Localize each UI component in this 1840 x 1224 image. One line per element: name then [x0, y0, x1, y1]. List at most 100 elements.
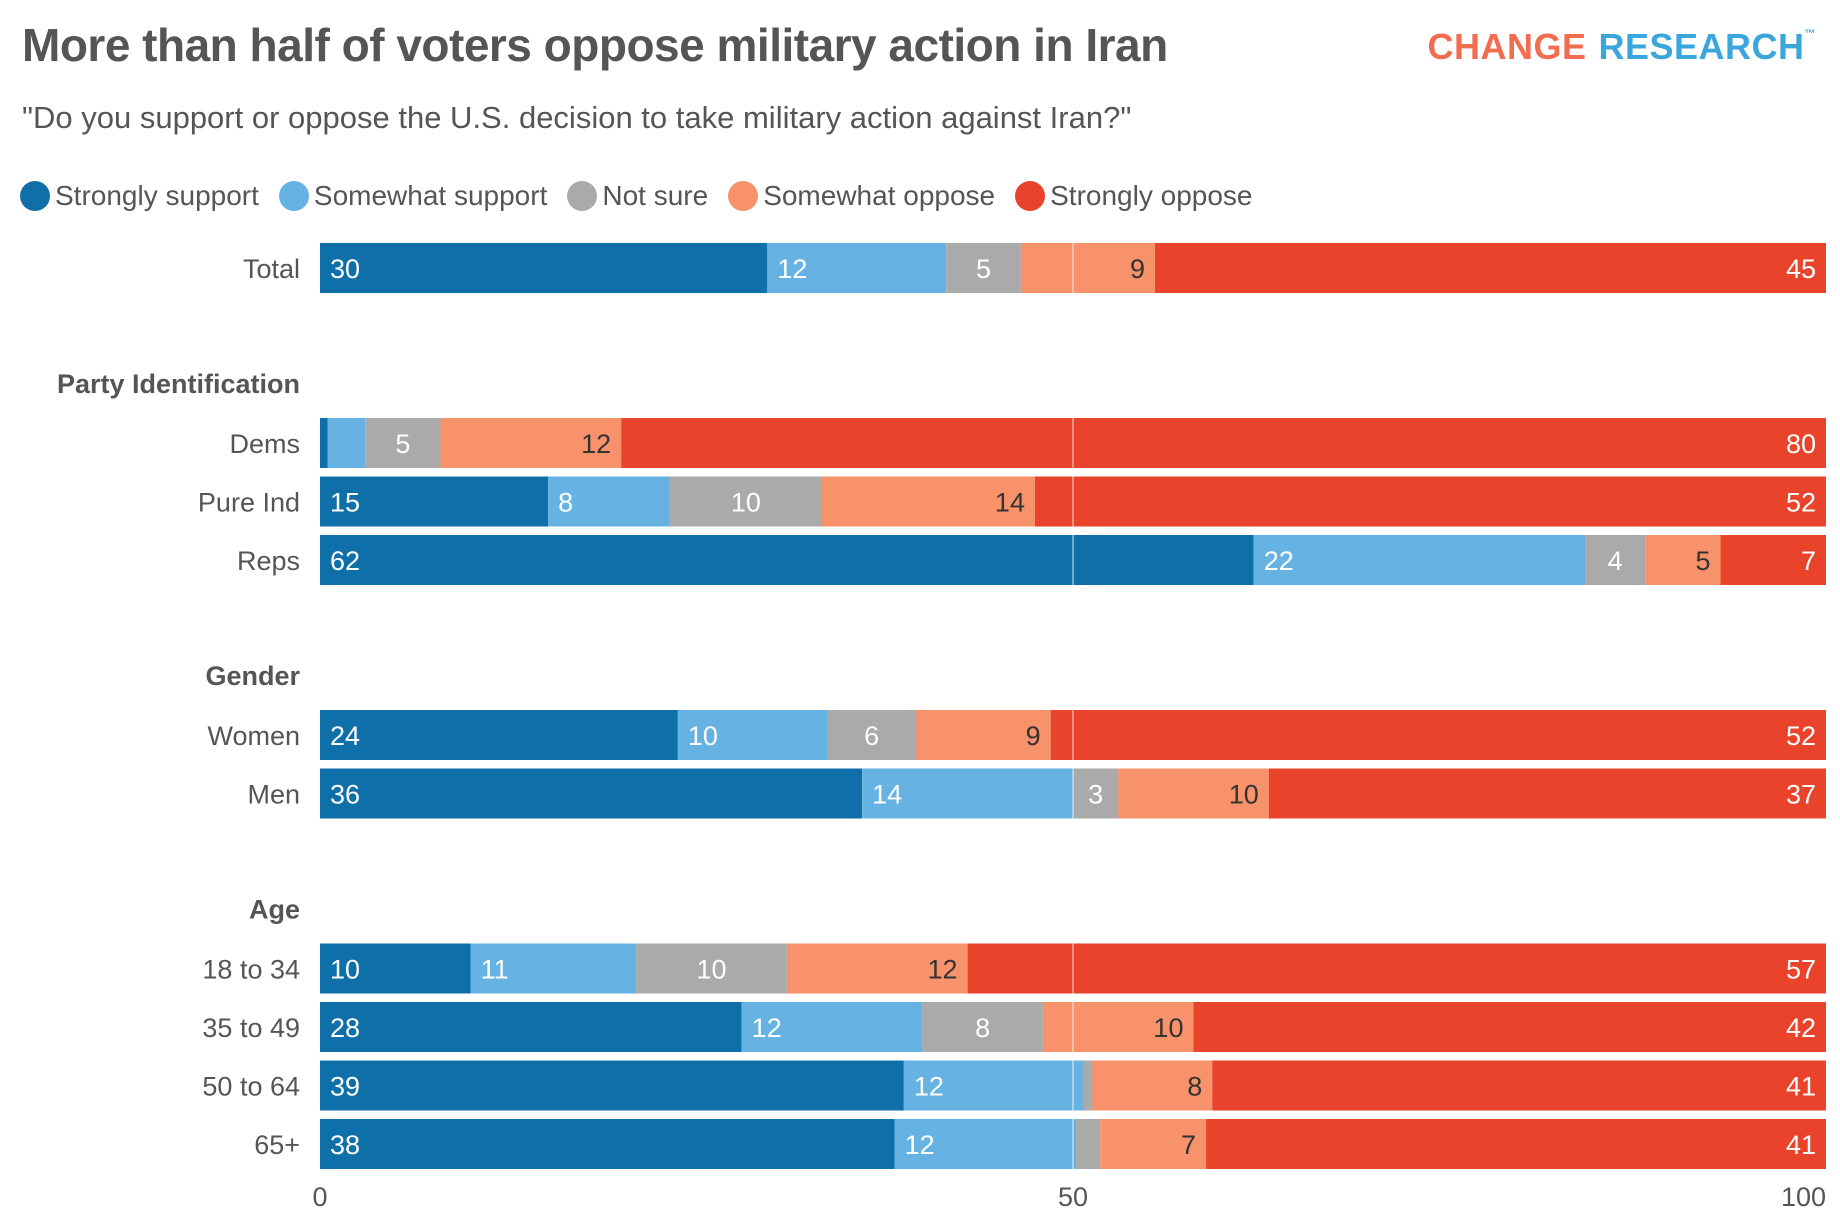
data-label: 10 [731, 488, 761, 518]
bar-segment-not-sure [1083, 1060, 1093, 1111]
bar-segment-not-sure [946, 243, 1021, 293]
data-label: 28 [330, 1013, 360, 1043]
legend: Strongly support Somewhat support Not su… [20, 180, 1272, 212]
bar-segment-somewhat-support [894, 1119, 1077, 1169]
data-label: 12 [581, 429, 611, 459]
bar-segment-strongly-support [320, 418, 328, 468]
chart-title: More than half of voters oppose military… [22, 19, 1168, 71]
bar-segment-somewhat-oppose [440, 418, 622, 468]
data-label: 10 [1229, 780, 1259, 810]
bar-segment-not-sure [826, 710, 917, 760]
data-label: 37 [1786, 780, 1816, 810]
bar-segment-somewhat-support [470, 943, 637, 994]
data-label: 80 [1786, 429, 1816, 459]
data-label: 8 [558, 488, 573, 518]
bar-segment-not-sure [636, 943, 787, 994]
data-label: 7 [1801, 546, 1816, 576]
category-label: Pure Ind [198, 488, 300, 518]
bar-segment-somewhat-oppose [786, 943, 968, 994]
bar-segment-strongly-oppose [1268, 768, 1826, 819]
x-tick-label: 100 [1781, 1182, 1826, 1212]
data-label: 10 [697, 955, 727, 985]
bar-segment-somewhat-support [741, 1002, 923, 1052]
data-label: 24 [330, 721, 360, 751]
bar-segment-somewhat-support [548, 476, 670, 527]
change-research-logo: CHANGE RESEARCH™ [1427, 26, 1816, 68]
legend-label: Strongly oppose [1050, 180, 1253, 211]
legend-swatch-strongly-support [20, 181, 50, 211]
bar-segment-not-sure [669, 476, 822, 527]
data-label: 11 [481, 955, 509, 985]
bar-segment-strongly-oppose [1212, 1060, 1826, 1111]
bar-segment-strongly-oppose [1193, 1002, 1826, 1052]
x-tick-label: 0 [312, 1182, 327, 1212]
legend-swatch-somewhat-oppose [728, 181, 759, 211]
bar-segment-somewhat-oppose [1092, 1060, 1213, 1111]
data-label: 22 [1264, 546, 1294, 576]
data-label: 14 [872, 780, 902, 810]
bar-segment-strongly-support [320, 1119, 895, 1169]
category-label: 50 to 64 [202, 1072, 300, 1102]
data-label: 41 [1786, 1072, 1816, 1102]
data-label: 8 [1187, 1072, 1202, 1102]
data-label: 62 [330, 546, 360, 576]
data-label: 36 [330, 780, 360, 810]
bar-segment-strongly-oppose [967, 943, 1826, 994]
legend-label: Not sure [602, 180, 709, 211]
data-label: 14 [995, 488, 1025, 518]
data-label: 12 [777, 254, 807, 284]
group-heading: Age [249, 895, 300, 925]
legend-item-somewhat-oppose: Somewhat oppose [728, 180, 995, 212]
bar-segment-somewhat-support [767, 243, 947, 293]
bar-segment-strongly-oppose [1155, 243, 1826, 293]
legend-item-not-sure: Not sure [567, 180, 708, 212]
bar-segment-somewhat-oppose [1118, 768, 1269, 819]
data-label: 12 [914, 1072, 944, 1102]
group-heading: Gender [205, 661, 300, 691]
data-label: 57 [1786, 955, 1816, 985]
category-label: Reps [237, 546, 300, 576]
legend-swatch-not-sure [567, 181, 598, 211]
data-label: 12 [752, 1013, 782, 1043]
bar-segment-strongly-oppose [621, 418, 1827, 468]
bar-segment-somewhat-support [1253, 535, 1586, 585]
data-label: 45 [1786, 254, 1816, 284]
data-label: 7 [1181, 1130, 1196, 1160]
logo-trademark: ™ [1804, 28, 1816, 40]
data-label: 42 [1786, 1013, 1816, 1043]
bar-segment-not-sure [1076, 1119, 1101, 1169]
data-label: 9 [1026, 721, 1041, 751]
data-label: 38 [330, 1130, 360, 1160]
category-label: 35 to 49 [202, 1013, 300, 1043]
bar-segment-strongly-support [320, 1002, 742, 1052]
category-label: Men [247, 780, 300, 810]
bar-segment-somewhat-support [677, 710, 827, 760]
group-heading: Party Identification [57, 369, 300, 399]
category-label: Dems [229, 429, 300, 459]
bar-segment-strongly-support [320, 1060, 904, 1111]
bar-segment-strongly-oppose [1720, 535, 1826, 585]
bar-segment-strongly-support [320, 710, 678, 760]
data-label: 12 [905, 1130, 935, 1160]
data-label: 12 [928, 955, 958, 985]
data-label: 5 [976, 254, 991, 284]
data-label: 30 [330, 254, 360, 284]
data-label: 10 [1153, 1013, 1183, 1043]
category-label: 65+ [254, 1130, 300, 1160]
bar-segment-strongly-support [320, 768, 863, 819]
data-label: 9 [1130, 254, 1145, 284]
data-label: 4 [1608, 546, 1623, 576]
data-label: 6 [864, 721, 879, 751]
bar-segment-strongly-oppose [1206, 1119, 1826, 1169]
bar-segment-strongly-support [320, 535, 1254, 585]
logo-research-text: RESEARCH [1598, 26, 1805, 67]
bar-segment-somewhat-oppose [1645, 535, 1721, 585]
logo-change-text: CHANGE [1427, 26, 1587, 67]
bar-segment-somewhat-support [862, 768, 1073, 819]
bar-segment-strongly-oppose [1050, 710, 1826, 760]
bar-segment-not-sure [922, 1002, 1043, 1052]
data-label: 39 [330, 1072, 360, 1102]
bar-segment-somewhat-oppose [1100, 1119, 1207, 1169]
category-label: 18 to 34 [202, 955, 300, 985]
